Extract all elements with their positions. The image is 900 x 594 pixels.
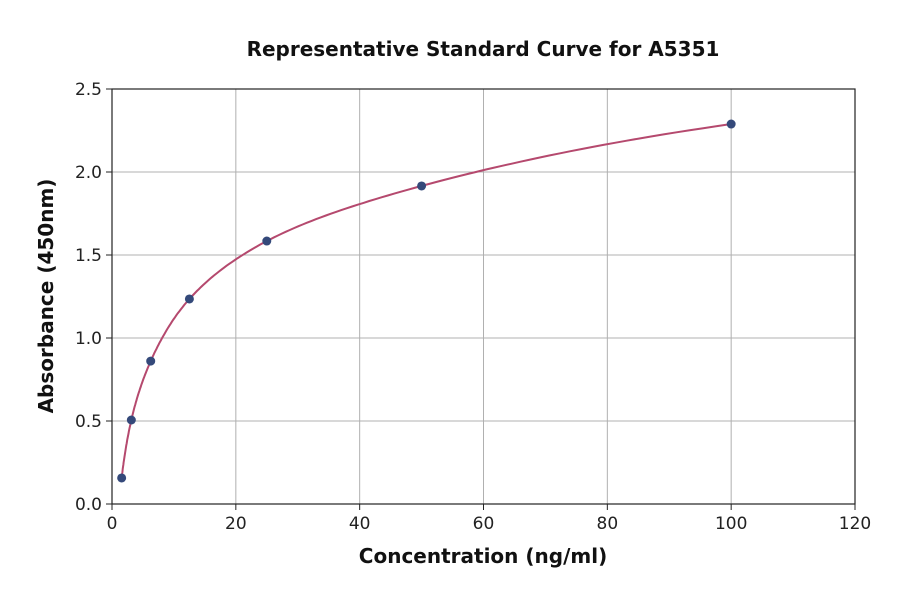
y-tick-label: 2.5: [75, 80, 102, 100]
data-point: [117, 473, 127, 483]
data-point: [726, 119, 736, 129]
y-tick-label: 1.5: [75, 246, 102, 266]
y-tick-label: 0.0: [75, 495, 102, 515]
y-tick-label: 1.0: [75, 329, 102, 349]
data-point: [262, 236, 272, 246]
x-tick-label: 40: [349, 514, 371, 534]
x-tick-label: 20: [225, 514, 247, 534]
data-point: [417, 181, 427, 191]
fitted-curve: [120, 123, 732, 479]
grid: [111, 88, 856, 505]
y-axis-label: Absorbance (450nm): [34, 179, 58, 414]
y-tick-label: 0.5: [75, 412, 102, 432]
chart-title: Representative Standard Curve for A5351: [247, 37, 720, 61]
data-point: [146, 356, 156, 366]
data-point: [126, 415, 136, 425]
data-point: [184, 294, 194, 304]
x-tick-label: 120: [839, 514, 871, 534]
y-tick-label: 2.0: [75, 163, 102, 183]
x-tick-label: 60: [473, 514, 495, 534]
x-tick-label: 80: [597, 514, 619, 534]
x-tick-label: 0: [107, 514, 118, 534]
x-tick-label: 100: [715, 514, 747, 534]
x-axis-label: Concentration (ng/ml): [359, 544, 607, 568]
